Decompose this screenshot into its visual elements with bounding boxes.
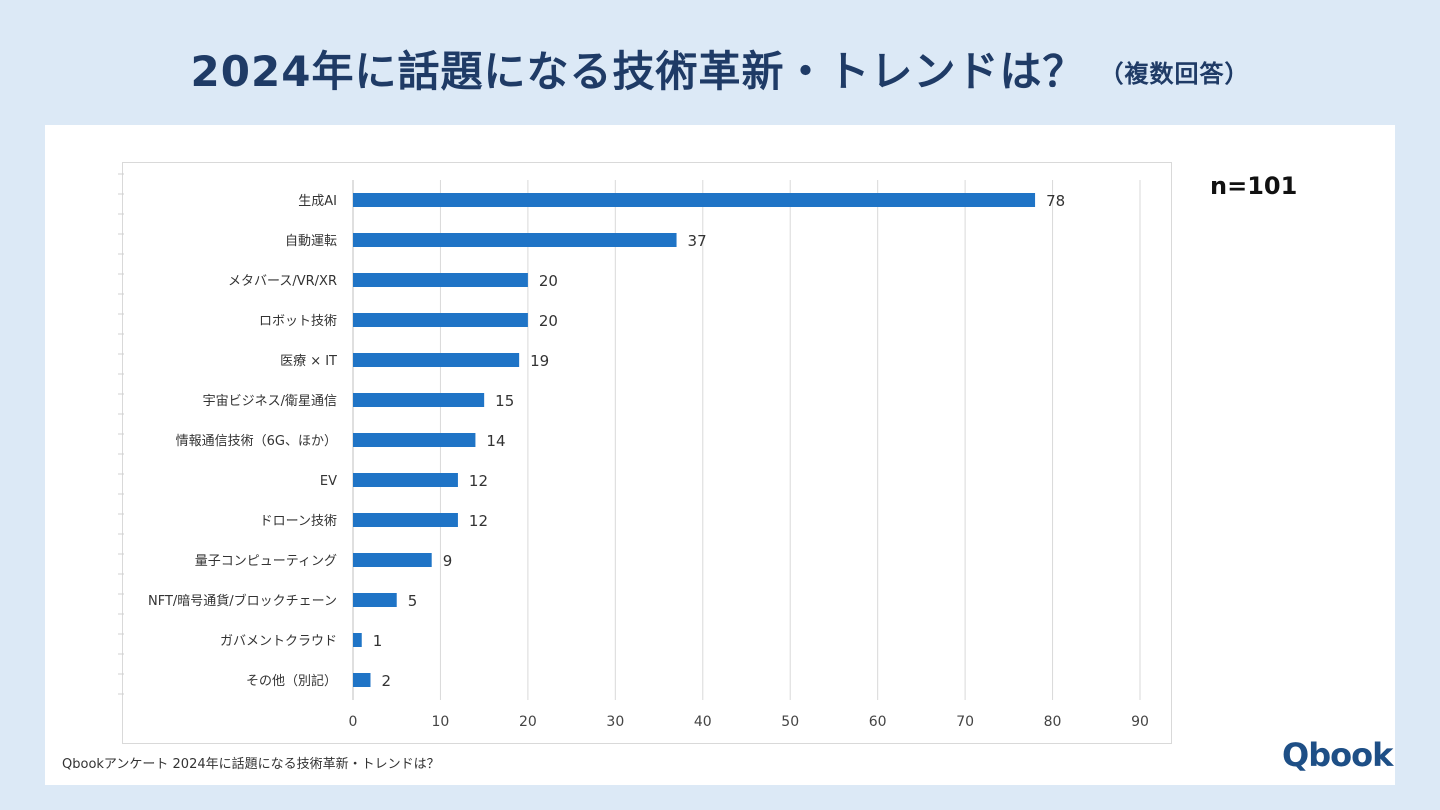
data-label: 2	[381, 672, 391, 690]
category-label: 宇宙ビジネス/衛星通信	[203, 394, 337, 409]
data-label: 20	[539, 312, 558, 330]
category-label: ロボット技術	[259, 314, 337, 329]
data-label: 5	[408, 592, 418, 610]
bar	[353, 233, 677, 247]
category-label: ドローン技術	[260, 514, 337, 529]
bar	[353, 633, 362, 647]
x-tick-label: 80	[1044, 714, 1062, 730]
category-label: 情報通信技術（6G、ほか）	[176, 434, 337, 449]
category-label: メタバース/VR/XR	[228, 274, 337, 289]
page-title: 2024年に話題になる技術革新・トレンドは？ （複数回答）	[0, 38, 1440, 99]
bar	[353, 393, 485, 407]
bar	[353, 553, 432, 567]
data-label: 37	[688, 232, 707, 250]
data-label: 14	[486, 432, 505, 450]
x-tick-label: 40	[694, 714, 712, 730]
data-label: 12	[469, 512, 488, 530]
x-tick-label: 30	[606, 714, 624, 730]
category-label: ガバメントクラウド	[220, 634, 337, 649]
data-label: 1	[373, 632, 383, 650]
category-label: 量子コンピューティング	[195, 554, 337, 569]
category-label: 医療 × IT	[280, 354, 337, 369]
bar	[353, 353, 520, 367]
x-tick-label: 50	[781, 714, 799, 730]
data-label: 15	[495, 392, 514, 410]
x-tick-label: 20	[519, 714, 537, 730]
category-label: 自動運転	[285, 234, 337, 249]
bar	[353, 473, 458, 487]
category-label: NFT/暗号通貨/ブロックチェーン	[148, 593, 337, 609]
category-label: EV	[320, 474, 337, 489]
x-tick-label: 60	[869, 714, 887, 730]
x-tick-label: 90	[1131, 714, 1149, 730]
bar	[353, 313, 528, 327]
bar	[353, 433, 476, 447]
footnote: Qbookアンケート 2024年に話題になる技術革新・トレンドは？	[62, 757, 440, 772]
qbook-logo: Qbook	[1282, 736, 1393, 774]
category-label: 生成AI	[298, 194, 337, 209]
page-title-text: 2024年に話題になる技術革新・トレンドは？	[190, 47, 1086, 96]
bar	[353, 273, 528, 287]
data-label: 19	[530, 352, 549, 370]
bar	[353, 193, 1036, 207]
x-tick-label: 0	[349, 714, 358, 730]
data-label: 20	[539, 272, 558, 290]
bar	[353, 513, 458, 527]
bar	[353, 593, 397, 607]
category-label: その他（別記）	[246, 673, 337, 689]
chart-frame	[122, 162, 1172, 744]
data-label: 78	[1046, 192, 1065, 210]
page-subtitle: （複数回答）	[1099, 60, 1250, 88]
x-tick-label: 70	[956, 714, 974, 730]
sample-size-label: n=101	[1210, 172, 1298, 200]
data-label: 9	[443, 552, 453, 570]
data-label: 12	[469, 472, 488, 490]
x-tick-label: 10	[432, 714, 450, 730]
bar	[353, 673, 371, 687]
